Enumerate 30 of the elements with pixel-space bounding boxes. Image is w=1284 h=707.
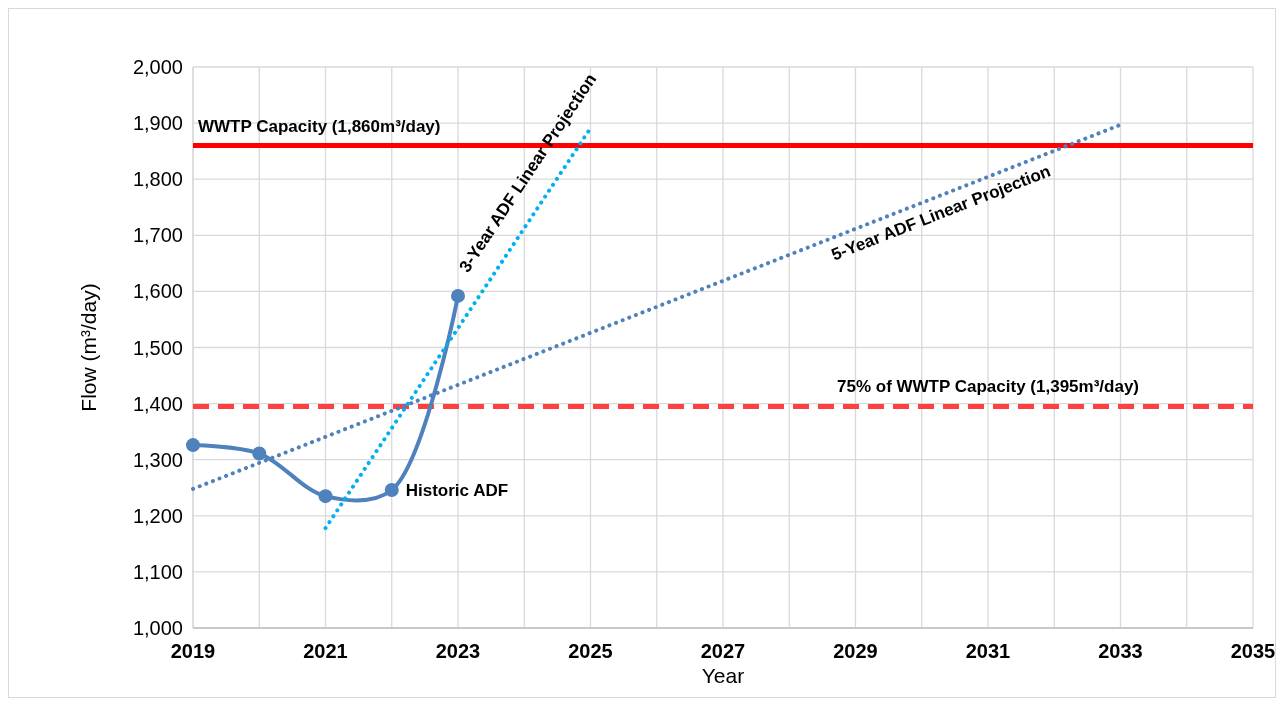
x-axis-title: Year [701,664,745,687]
y-tick-label: 1,700 [132,224,183,247]
point [318,489,333,504]
y-tick-label: 1,900 [132,112,183,135]
y-tick-label: 2,000 [132,56,183,78]
x-tick-label: 2029 [833,640,878,662]
x-tick-label: 2023 [435,640,481,662]
y-tick-label: 1,600 [132,280,183,303]
y-tick-label: 1,500 [132,336,183,359]
x-tick-label: 2033 [1098,640,1143,662]
y-tick-label: 1,100 [132,560,183,583]
x-tick-label: 2019 [170,640,216,662]
y-tick-label: 1,400 [132,392,183,415]
y-tick-label: 1,300 [132,448,183,471]
point [384,482,399,497]
y-axis-title: Flow (m³/day) [77,283,100,412]
ref-line-label: 75% of WWTP Capacity (1,395m³/day) [837,377,1139,397]
y-tick-label: 1,200 [132,504,183,527]
x-tick-label: 2031 [965,640,1011,662]
y-tick-label: 1,800 [132,168,183,191]
x-tick-label: 2027 [700,640,746,662]
point [186,438,200,453]
x-tick-label: 2025 [568,640,613,662]
x-tick-label: 2035 [1230,640,1276,662]
point [451,288,465,303]
series-label: Historic ADF [405,480,509,500]
ref-line-label: WWTP Capacity (1,860m³/day) [198,116,441,136]
x-tick-label: 2021 [303,640,348,662]
point [252,446,267,461]
y-tick-label: 1,000 [132,617,183,639]
